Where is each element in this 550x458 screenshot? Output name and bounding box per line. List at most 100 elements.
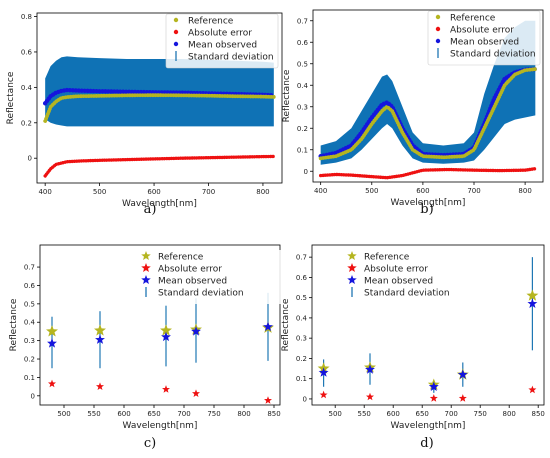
legend-mean-observed-label: Mean observed: [188, 41, 257, 51]
x-tick-label: 800: [503, 410, 516, 418]
legend-mean-observed-swatch: [347, 275, 357, 285]
x-tick-label: 400: [314, 187, 327, 195]
legend-box: [427, 10, 541, 66]
legend-mean-observed-label: Mean observed: [158, 277, 227, 287]
legend-reference-label: Reference: [188, 17, 234, 27]
plot-frame: [311, 244, 545, 406]
x-axis-label: Wavelength[nm]: [391, 198, 466, 208]
mean-observed-point: [527, 298, 538, 308]
y-tick-label: 0.3: [296, 335, 307, 343]
y-tick-label: 0.3: [297, 103, 308, 111]
reference-line: [43, 93, 276, 123]
mean-observed-point: [191, 326, 201, 336]
legend-standard-deviation-label: Standard deviation: [450, 50, 536, 60]
y-tick-label: 0.3: [24, 337, 35, 345]
x-tick-label: 800: [237, 410, 250, 418]
y-tick-label: 0.2: [21, 119, 32, 127]
absolute-error-point: [48, 379, 56, 388]
legend-box: [342, 250, 492, 304]
legend-mean-observed-swatch: [435, 38, 441, 44]
panel-caption: c): [144, 436, 156, 451]
mean-observed-point: [161, 331, 171, 342]
y-tick-label: 0.4: [21, 84, 33, 92]
y-tick-label: 0.5: [24, 300, 35, 308]
y-tick-label: 0.4: [296, 314, 308, 322]
legend-reference-label: Reference: [158, 253, 204, 263]
y-tick-label: 0.7: [24, 264, 35, 272]
reference-point: [94, 324, 106, 336]
x-tick-label: 700: [177, 410, 190, 418]
x-tick-label: 600: [416, 187, 429, 195]
chart-panel-b: 400 500 600 700 800 0 0.1 0.2 0.3 0.4 0.5 0.6 0.7 Wav…: [282, 9, 544, 217]
legend-reference-label: Reference: [450, 14, 496, 24]
mean-observed-point: [457, 369, 468, 379]
y-tick-label: 0.2: [297, 125, 308, 133]
mean-observed-point: [263, 321, 273, 332]
y-tick-label: 0.1: [24, 374, 35, 382]
plot-frame: [312, 9, 544, 183]
y-tick-label: 0.6: [21, 48, 33, 56]
y-tick-label: 0.5: [297, 60, 308, 68]
y-axis-label: Reflectance: [282, 69, 292, 122]
x-tick-label: 850: [267, 410, 280, 418]
y-tick-label: 0.5: [296, 294, 307, 302]
y-tick-label: 0.4: [297, 82, 309, 90]
legend-absolute-error-label: Absolute error: [450, 26, 514, 36]
legend-reference-swatch: [173, 17, 179, 23]
x-tick-label: 650: [147, 410, 160, 418]
legend-absolute-error-label: Absolute error: [364, 265, 428, 275]
y-tick-label: 0: [304, 168, 308, 176]
y-tick-label: 0: [28, 155, 32, 163]
legend: Reference Absolute error Mean observed Stan…: [136, 250, 286, 304]
absolute-error-point: [366, 392, 374, 401]
absolute-error-line: [318, 166, 538, 180]
y-tick-label: 0.2: [296, 355, 307, 363]
panel-caption: b): [420, 202, 433, 217]
absolute-error-line: [43, 154, 276, 178]
mean-observed-point: [318, 367, 329, 377]
chart-panel-c: 500 550 600 650 700 750 800 850 0 0.1 0.2 0.3 0.4 0.5…: [9, 244, 286, 451]
y-tick-label: 0.2: [24, 356, 35, 364]
y-tick-label: 0.6: [297, 39, 309, 47]
y-tick-label: 0.4: [24, 319, 36, 327]
legend-absolute-error-swatch: [347, 263, 357, 273]
mean-observed-line: [42, 87, 277, 106]
mean-observed-point: [365, 364, 375, 374]
mean-observed-line: [318, 66, 538, 159]
x-tick-label: 500: [57, 410, 70, 418]
y-tick-label: 0: [303, 395, 307, 403]
absolute-error-point: [192, 389, 200, 397]
legend-mean-observed-swatch: [173, 41, 179, 47]
legend-mean-observed-label: Mean observed: [450, 38, 519, 48]
x-tick-label: 650: [416, 410, 429, 418]
absolute-error-point: [162, 385, 170, 393]
x-tick-label: 700: [445, 410, 458, 418]
absolute-error-point: [528, 385, 537, 394]
legend-box: [136, 250, 286, 304]
legend-box: [165, 13, 279, 69]
plot-frame: [39, 244, 281, 406]
absolute-error-point: [458, 394, 467, 402]
x-axis-label: Wavelength[nm]: [122, 199, 197, 209]
x-tick-label: 600: [117, 410, 130, 418]
x-axis-label: Wavelength[nm]: [391, 421, 466, 431]
legend-reference-label: Reference: [364, 253, 410, 263]
y-axis-label: Reflectance: [6, 71, 16, 124]
x-tick-label: 750: [207, 410, 220, 418]
reference-point: [46, 325, 58, 337]
reference-line: [318, 67, 538, 161]
x-tick-label: 550: [358, 410, 371, 418]
legend-mean-observed-label: Mean observed: [364, 277, 433, 287]
absolute-error-point: [264, 396, 272, 404]
legend-absolute-error-label: Absolute error: [188, 29, 252, 39]
legend-reference-swatch: [435, 14, 441, 20]
x-tick-label: 800: [518, 187, 531, 195]
legend-absolute-error-label: Absolute error: [158, 265, 222, 275]
x-tick-label: 500: [329, 410, 342, 418]
legend: Reference Absolute error Mean observed Stan…: [342, 250, 492, 304]
absolute-error-point: [96, 382, 104, 391]
legend-absolute-error-swatch: [173, 29, 179, 35]
absolute-error-point: [319, 390, 328, 399]
y-tick-label: 0.1: [296, 375, 307, 383]
x-tick-label: 500: [365, 187, 378, 195]
